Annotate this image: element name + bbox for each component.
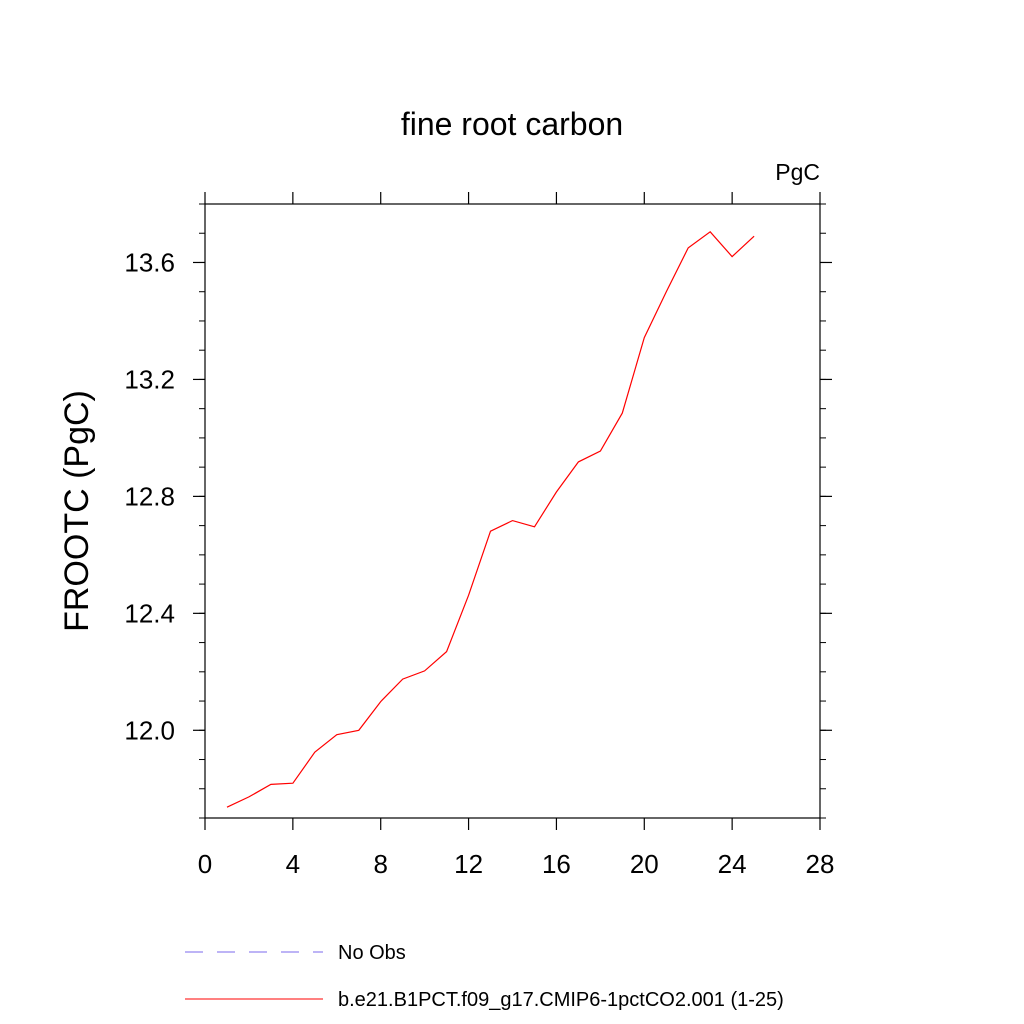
x-tick-label: 0 xyxy=(198,849,212,879)
axis-tick-labels: 0 4 8 12 16 20 24 28 12.0 12.4 12.8 13.2 13.6 xyxy=(124,247,834,879)
y-axis-label: FROOTC (PgC) xyxy=(58,390,96,632)
y-tick-label: 12.4 xyxy=(124,598,175,628)
legend-label: No Obs xyxy=(338,942,406,964)
x-tick-label: 20 xyxy=(630,849,659,879)
plot-frame xyxy=(204,203,821,819)
y-tick-label: 12.8 xyxy=(124,481,175,511)
units-label: PgC xyxy=(775,159,820,185)
x-tick-label: 4 xyxy=(286,849,300,879)
series-lines xyxy=(226,230,755,808)
y-tick-label: 13.2 xyxy=(124,364,175,394)
y-tick-label: 13.6 xyxy=(124,247,175,277)
x-tick-label: 8 xyxy=(373,849,387,879)
legend-label: b.e21.B1PCT.f09_g17.CMIP6-1pctCO2.001 (1… xyxy=(338,989,784,1011)
axis-ticks xyxy=(193,192,832,830)
x-tick-label: 24 xyxy=(718,849,747,879)
y-tick-label: 12.0 xyxy=(124,715,175,745)
chart-title: fine root carbon xyxy=(401,106,623,142)
series-line xyxy=(226,230,755,808)
legend: No Obs b.e21.B1PCT.f09_g17.CMIP6-1pctCO2.… xyxy=(185,942,784,1011)
x-tick-label: 16 xyxy=(542,849,571,879)
x-tick-label: 28 xyxy=(806,849,835,879)
x-tick-label: 12 xyxy=(454,849,483,879)
